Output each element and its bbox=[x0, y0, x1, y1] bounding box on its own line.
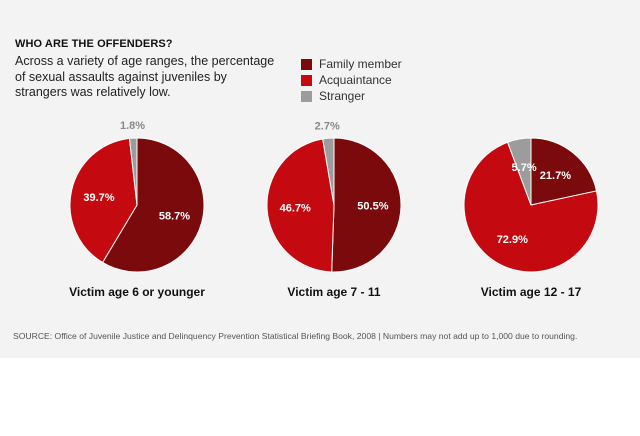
pie-slice-family bbox=[331, 137, 402, 273]
legend-item-stranger: Stranger bbox=[301, 88, 402, 104]
pie-chart: 21.7% 72.9% 5.7% Victim age 12 - 17 bbox=[463, 137, 599, 299]
pie-slice-family bbox=[101, 137, 205, 273]
legend-swatch-acquaintance bbox=[301, 74, 312, 86]
pie-slice-acquaintance bbox=[463, 141, 599, 273]
chart-panel: WHO ARE THE OFFENDERS? Across a variety … bbox=[0, 0, 640, 358]
legend-swatch-family bbox=[301, 58, 312, 70]
pie-slice-acquaintance bbox=[266, 138, 335, 273]
pie-slice-stranger bbox=[128, 137, 138, 206]
pie-slice-acquaintance bbox=[69, 137, 138, 264]
pie-slice-stranger bbox=[322, 137, 335, 206]
data-label-acquaintance: 72.9% bbox=[497, 234, 528, 246]
pie-chart: 58.7% 39.7% 1.8% Victim age 6 or younger bbox=[69, 120, 205, 299]
data-label-stranger: 2.7% bbox=[315, 120, 340, 132]
pie-title: Victim age 7 - 11 bbox=[287, 285, 380, 299]
pie-chart: 50.5% 46.7% 2.7% Victim age 7 - 11 bbox=[266, 120, 402, 299]
pie-title: Victim age 6 or younger bbox=[69, 285, 205, 299]
legend-swatch-stranger bbox=[301, 90, 312, 102]
data-label-stranger: 5.7% bbox=[512, 162, 537, 174]
data-label-family: 58.7% bbox=[159, 210, 190, 222]
data-label-family: 21.7% bbox=[540, 170, 571, 182]
legend-label-family: Family member bbox=[319, 57, 402, 71]
chart-subtitle: Across a variety of age ranges, the perc… bbox=[15, 54, 275, 99]
pie-charts: 58.7% 39.7% 1.8% Victim age 6 or younger 50.… bbox=[69, 120, 599, 299]
pie-slice-family bbox=[530, 137, 598, 206]
chart-heading: WHO ARE THE OFFENDERS? bbox=[15, 38, 173, 50]
legend: Family member Acquaintance Stranger bbox=[301, 56, 402, 104]
source-note: SOURCE: Office of Juvenile Justice and D… bbox=[13, 331, 578, 341]
legend-label-stranger: Stranger bbox=[319, 89, 366, 103]
legend-label-acquaintance: Acquaintance bbox=[319, 73, 392, 87]
data-label-acquaintance: 46.7% bbox=[280, 203, 311, 215]
data-label-stranger: 1.8% bbox=[120, 120, 145, 132]
legend-item-family: Family member bbox=[301, 56, 402, 72]
pie-title: Victim age 12 - 17 bbox=[481, 285, 582, 299]
legend-item-acquaintance: Acquaintance bbox=[301, 72, 402, 88]
data-label-family: 50.5% bbox=[357, 201, 388, 213]
data-label-acquaintance: 39.7% bbox=[83, 192, 114, 204]
pie-slice-stranger bbox=[506, 137, 532, 206]
